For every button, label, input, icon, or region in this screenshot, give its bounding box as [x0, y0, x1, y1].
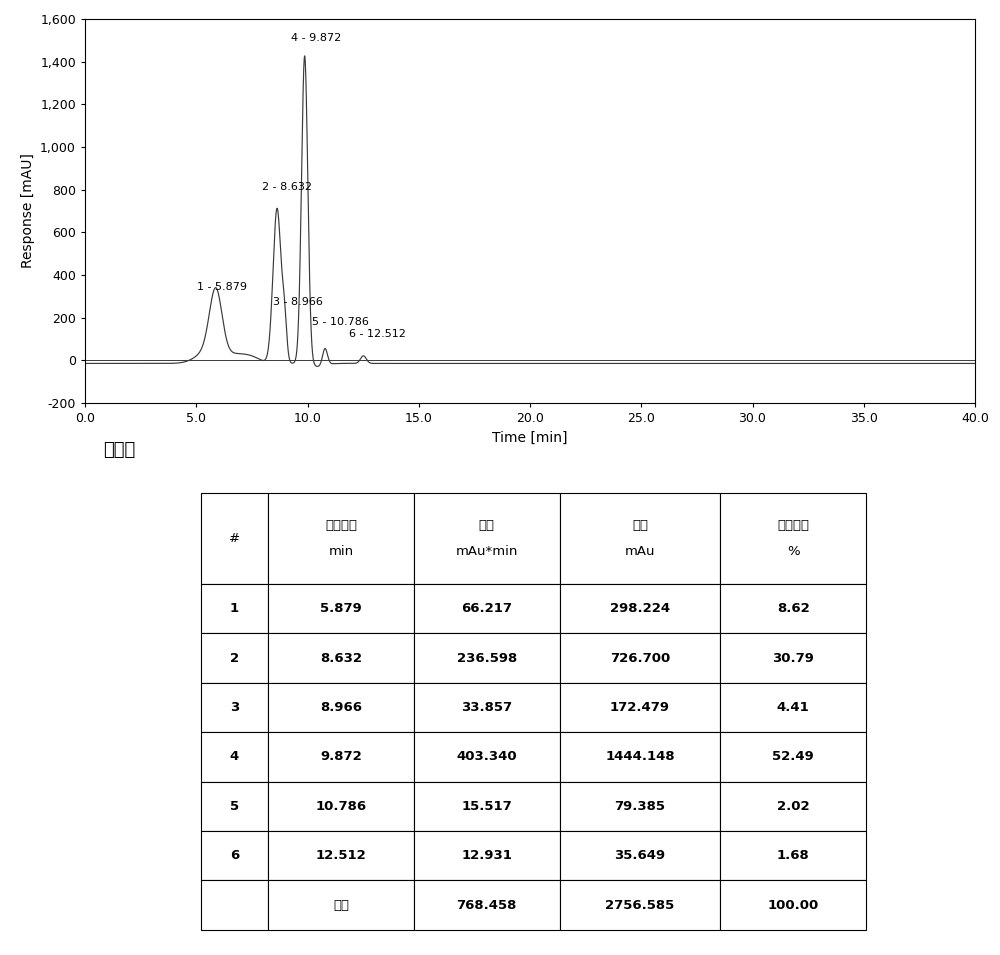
Bar [201, 683, 268, 732]
Text: 5.879: 5.879 [320, 603, 362, 615]
Text: 5 - 10.786: 5 - 10.786 [312, 317, 369, 328]
Text: 298.224: 298.224 [610, 603, 670, 615]
Text: 2 - 8.632: 2 - 8.632 [262, 181, 312, 192]
Text: 高度: 高度 [632, 520, 648, 532]
Bar [268, 732, 414, 781]
Text: 2.02: 2.02 [777, 800, 809, 813]
Bar [414, 881, 560, 930]
Y-axis label: Response [mAU]: Response [mAU] [21, 154, 35, 268]
Bar [720, 781, 866, 831]
Text: 12.931: 12.931 [461, 849, 512, 862]
Text: 8.62: 8.62 [777, 603, 810, 615]
Text: mAu*min: mAu*min [455, 544, 518, 558]
Bar [268, 633, 414, 683]
Text: 33.857: 33.857 [461, 701, 512, 714]
Text: 3 - 8.966: 3 - 8.966 [273, 297, 323, 308]
Text: 172.479: 172.479 [610, 701, 670, 714]
X-axis label: Time [min]: Time [min] [492, 431, 568, 444]
Bar [414, 493, 560, 584]
Bar [414, 781, 560, 831]
Bar [560, 683, 720, 732]
Text: 100.00: 100.00 [768, 899, 819, 912]
Text: 1444.148: 1444.148 [605, 751, 675, 763]
Text: 4 - 9.872: 4 - 9.872 [291, 32, 341, 43]
Bar [201, 493, 268, 584]
Text: 15.517: 15.517 [461, 800, 512, 813]
Text: 3: 3 [230, 701, 239, 714]
Text: 52.49: 52.49 [772, 751, 814, 763]
Text: 2756.585: 2756.585 [605, 899, 675, 912]
Text: 726.700: 726.700 [610, 651, 670, 665]
Bar [720, 584, 866, 633]
Bar [720, 831, 866, 881]
Text: 6: 6 [230, 849, 239, 862]
Text: 8.632: 8.632 [320, 651, 362, 665]
Text: 768.458: 768.458 [456, 899, 517, 912]
Bar [560, 781, 720, 831]
Text: %: % [787, 544, 799, 558]
Text: 236.598: 236.598 [457, 651, 517, 665]
Bar [201, 781, 268, 831]
Text: 相对面积: 相对面积 [777, 520, 809, 532]
Text: 面积: 面积 [479, 520, 495, 532]
Bar [560, 831, 720, 881]
Text: 35.649: 35.649 [614, 849, 665, 862]
Bar [201, 881, 268, 930]
Bar [201, 584, 268, 633]
Bar [268, 493, 414, 584]
Text: 403.340: 403.340 [456, 751, 517, 763]
Bar [268, 584, 414, 633]
Bar [268, 881, 414, 930]
Bar [720, 493, 866, 584]
Bar [720, 633, 866, 683]
Text: 10.786: 10.786 [315, 800, 366, 813]
Text: 结果：: 结果： [103, 441, 135, 459]
Text: 4: 4 [230, 751, 239, 763]
Text: min: min [328, 544, 353, 558]
Text: mAu: mAu [625, 544, 655, 558]
Text: #: # [229, 532, 240, 545]
Text: 12.512: 12.512 [316, 849, 366, 862]
Bar [560, 881, 720, 930]
Bar [268, 781, 414, 831]
Text: 保留时间: 保留时间 [325, 520, 357, 532]
Bar [414, 683, 560, 732]
Bar [201, 633, 268, 683]
Bar [414, 633, 560, 683]
Text: 1: 1 [230, 603, 239, 615]
Bar [560, 584, 720, 633]
Text: 8.966: 8.966 [320, 701, 362, 714]
Bar [268, 831, 414, 881]
Text: 5: 5 [230, 800, 239, 813]
Bar [268, 683, 414, 732]
Bar [720, 683, 866, 732]
Text: 6 - 12.512: 6 - 12.512 [349, 329, 406, 339]
Bar [201, 732, 268, 781]
Bar [414, 584, 560, 633]
Bar [414, 732, 560, 781]
Bar [414, 831, 560, 881]
Text: 1 - 5.879: 1 - 5.879 [197, 282, 247, 292]
Bar [720, 732, 866, 781]
Text: 总计: 总计 [333, 899, 349, 912]
Bar [201, 831, 268, 881]
Text: 9.872: 9.872 [320, 751, 362, 763]
Text: 79.385: 79.385 [614, 800, 665, 813]
Text: 30.79: 30.79 [772, 651, 814, 665]
Bar [720, 881, 866, 930]
Bar [560, 732, 720, 781]
Text: 66.217: 66.217 [461, 603, 512, 615]
Text: 1.68: 1.68 [777, 849, 810, 862]
Bar [560, 633, 720, 683]
Text: 2: 2 [230, 651, 239, 665]
Text: 4.41: 4.41 [777, 701, 810, 714]
Bar [560, 493, 720, 584]
